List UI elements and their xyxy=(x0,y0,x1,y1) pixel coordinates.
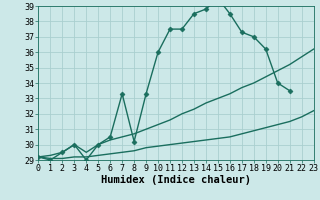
X-axis label: Humidex (Indice chaleur): Humidex (Indice chaleur) xyxy=(101,175,251,185)
